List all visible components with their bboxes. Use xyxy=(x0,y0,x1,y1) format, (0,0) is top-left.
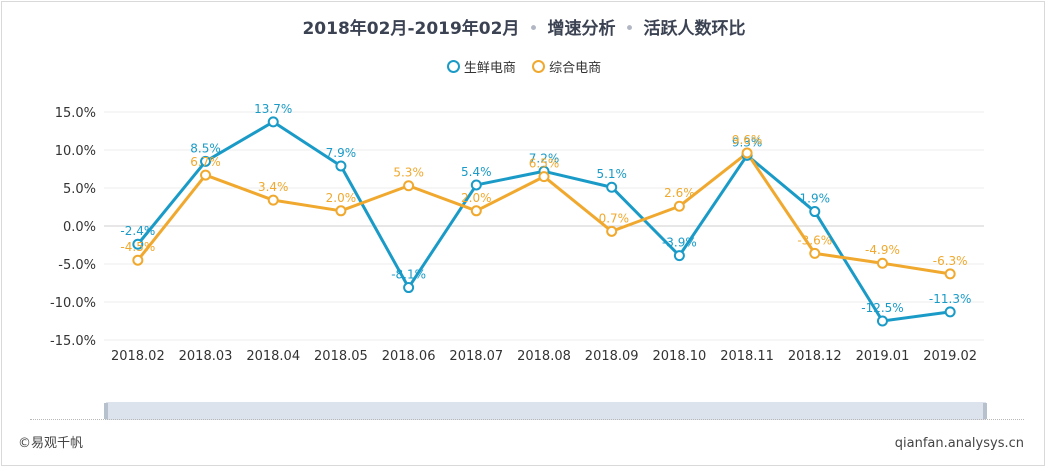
data-label: -4.9% xyxy=(865,243,900,257)
x-tick-label: 2018.07 xyxy=(449,349,503,364)
data-point xyxy=(132,238,144,250)
data-point xyxy=(673,200,685,212)
data-label: 6.5% xyxy=(529,157,560,171)
x-tick-label: 2019.02 xyxy=(923,349,977,364)
chart-legend: 生鲜电商 综合电商 xyxy=(0,57,1048,77)
data-point xyxy=(132,254,144,266)
legend-label-fresh: 生鲜电商 xyxy=(463,61,516,76)
zoom-slider-left-handle[interactable] xyxy=(104,403,108,419)
data-label: -0.7% xyxy=(594,211,629,225)
legend-item-fresh[interactable]: 生鲜电商 xyxy=(446,57,516,76)
x-tick-label: 2018.06 xyxy=(382,349,436,364)
data-label: 9.6% xyxy=(732,133,763,147)
data-label: 7.9% xyxy=(326,146,357,160)
x-tick-label: 2019.01 xyxy=(856,349,910,364)
x-tick-label: 2018.08 xyxy=(517,349,571,364)
title-analysis: 增速分析 xyxy=(547,19,616,39)
data-label: 5.4% xyxy=(461,165,492,179)
x-tick-label: 2018.11 xyxy=(720,349,774,364)
data-label: -3.6% xyxy=(797,233,832,247)
data-point xyxy=(538,171,550,183)
chart-title: 2018年02月-2019年02月 • 增速分析 • 活跃人数环比 xyxy=(0,14,1048,39)
data-label: 8.5% xyxy=(190,141,221,155)
data-point xyxy=(809,206,821,218)
y-tick-label: 10.0% xyxy=(55,144,96,159)
data-label: 2.0% xyxy=(326,191,357,205)
x-tick-label: 2018.10 xyxy=(653,349,707,364)
zoom-slider-right-handle[interactable] xyxy=(983,403,987,419)
data-label: 7.2% xyxy=(529,151,560,165)
data-point xyxy=(876,257,888,269)
x-tick-label: 2018.04 xyxy=(246,349,300,364)
title-date-range: 2018年02月-2019年02月 xyxy=(302,19,520,39)
y-tick-label: -5.0% xyxy=(58,258,96,273)
title-separator: • xyxy=(528,19,539,39)
data-point xyxy=(876,315,888,327)
data-label: 13.7% xyxy=(254,102,292,116)
data-label: -12.5% xyxy=(861,301,903,315)
data-label: 1.9% xyxy=(800,192,831,206)
zoom-slider[interactable] xyxy=(106,402,986,420)
legend-item-general[interactable]: 综合电商 xyxy=(532,57,601,76)
y-tick-label: 5.0% xyxy=(63,182,96,197)
legend-swatch-general xyxy=(532,60,546,73)
data-point xyxy=(200,155,212,167)
data-label: 5.1% xyxy=(596,167,627,181)
data-point xyxy=(335,205,347,217)
copyright-text: ©易观千帆 xyxy=(18,436,84,451)
x-tick-label: 2018.12 xyxy=(788,349,842,364)
data-point xyxy=(606,181,618,193)
title-separator: • xyxy=(624,19,635,39)
data-point xyxy=(403,180,415,192)
data-point xyxy=(267,194,279,206)
data-label: 6.7% xyxy=(190,155,221,169)
x-tick-label: 2018.05 xyxy=(314,349,368,364)
data-point xyxy=(267,116,279,128)
data-label: -4.5% xyxy=(120,240,155,254)
x-tick-label: 2018.03 xyxy=(179,349,233,364)
slider-baseline xyxy=(30,419,1024,420)
data-point xyxy=(673,250,685,262)
data-point xyxy=(809,247,821,259)
data-label: 3.4% xyxy=(258,180,289,194)
y-tick-label: -15.0% xyxy=(50,334,96,349)
data-point xyxy=(200,169,212,181)
data-label: -3.9% xyxy=(662,236,697,250)
legend-label-general: 综合电商 xyxy=(549,61,602,76)
data-point xyxy=(606,225,618,237)
data-point xyxy=(470,179,482,191)
x-tick-label: 2018.09 xyxy=(585,349,639,364)
data-point xyxy=(403,282,415,294)
data-label: -6.3% xyxy=(933,254,968,268)
y-tick-label: 15.0% xyxy=(55,106,96,121)
data-label: 5.3% xyxy=(393,166,424,180)
source-site: qianfan.analysys.cn xyxy=(894,436,1024,451)
data-label: 2.6% xyxy=(664,186,695,200)
data-point xyxy=(470,205,482,217)
data-point xyxy=(335,160,347,172)
line-chart: 15.0% 10.0% 5.0% 0.0% -5.0% -10.0% -15.0% 2018.… xyxy=(50,102,984,364)
data-point xyxy=(944,268,956,280)
data-label: -2.4% xyxy=(120,224,155,238)
x-tick-label: 2018.02 xyxy=(111,349,165,364)
data-label: -8.1% xyxy=(391,268,426,282)
title-metric: 活跃人数环比 xyxy=(643,19,746,39)
y-tick-label: 0.0% xyxy=(63,220,96,235)
data-label: -11.3% xyxy=(929,292,971,306)
y-tick-label: -10.0% xyxy=(50,296,96,311)
data-label: 2.0% xyxy=(461,191,492,205)
data-label: 9.3% xyxy=(732,135,763,149)
data-point xyxy=(944,306,956,318)
legend-swatch-fresh xyxy=(446,60,460,73)
data-point xyxy=(741,147,753,159)
